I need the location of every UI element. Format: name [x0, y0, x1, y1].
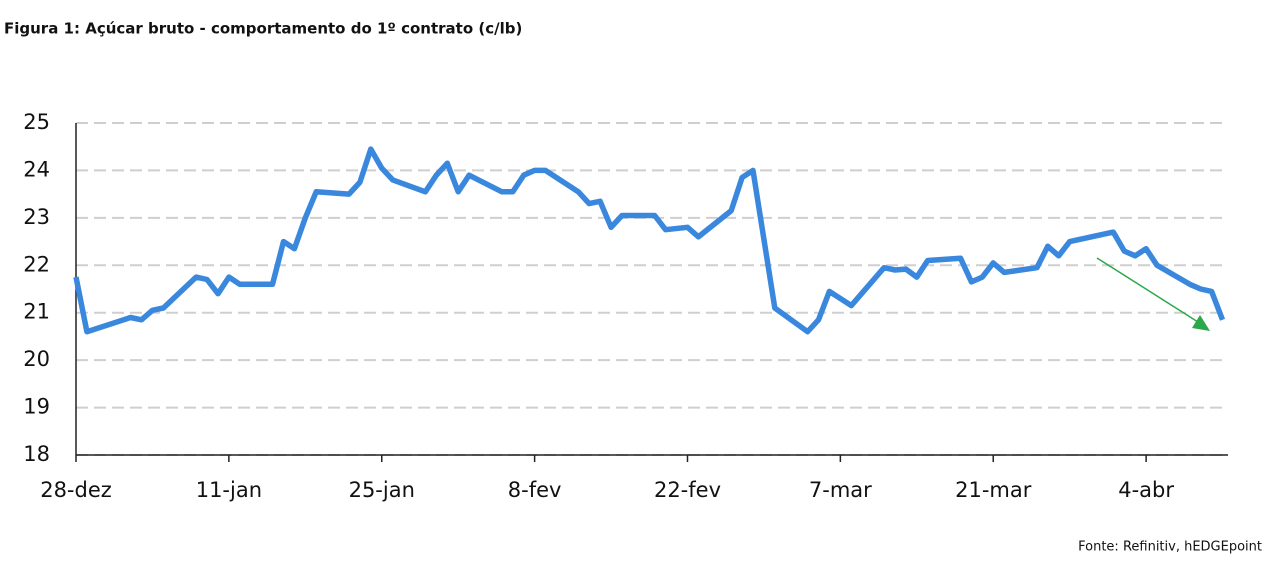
y-tick-label: 25 — [23, 110, 50, 134]
chart-title: Figura 1: Açúcar bruto - comportamento d… — [4, 20, 522, 38]
x-tick-label: 25-jan — [349, 478, 415, 502]
x-tick-label: 4-abr — [1118, 478, 1174, 502]
y-tick-label: 19 — [23, 395, 50, 419]
x-tick-label: 21-mar — [955, 478, 1032, 502]
y-tick-label: 18 — [23, 442, 50, 466]
x-tick-label: 22-fev — [654, 478, 721, 502]
y-tick-label: 24 — [23, 157, 50, 181]
y-tick-label: 22 — [23, 252, 50, 276]
source-note: Fonte: Refinitiv, hEDGEpoint — [1078, 540, 1262, 555]
y-tick-label: 21 — [23, 300, 50, 324]
x-tick-label: 28-dez — [40, 478, 112, 502]
price-line — [73, 146, 1226, 335]
x-tick-label: 8-fev — [508, 478, 562, 502]
trend-arrow — [1096, 257, 1210, 331]
x-tick-label: 11-jan — [196, 478, 262, 502]
y-tick-label: 23 — [23, 205, 50, 229]
x-tick-label: 7-mar — [809, 478, 872, 502]
y-tick-label: 20 — [23, 347, 50, 371]
